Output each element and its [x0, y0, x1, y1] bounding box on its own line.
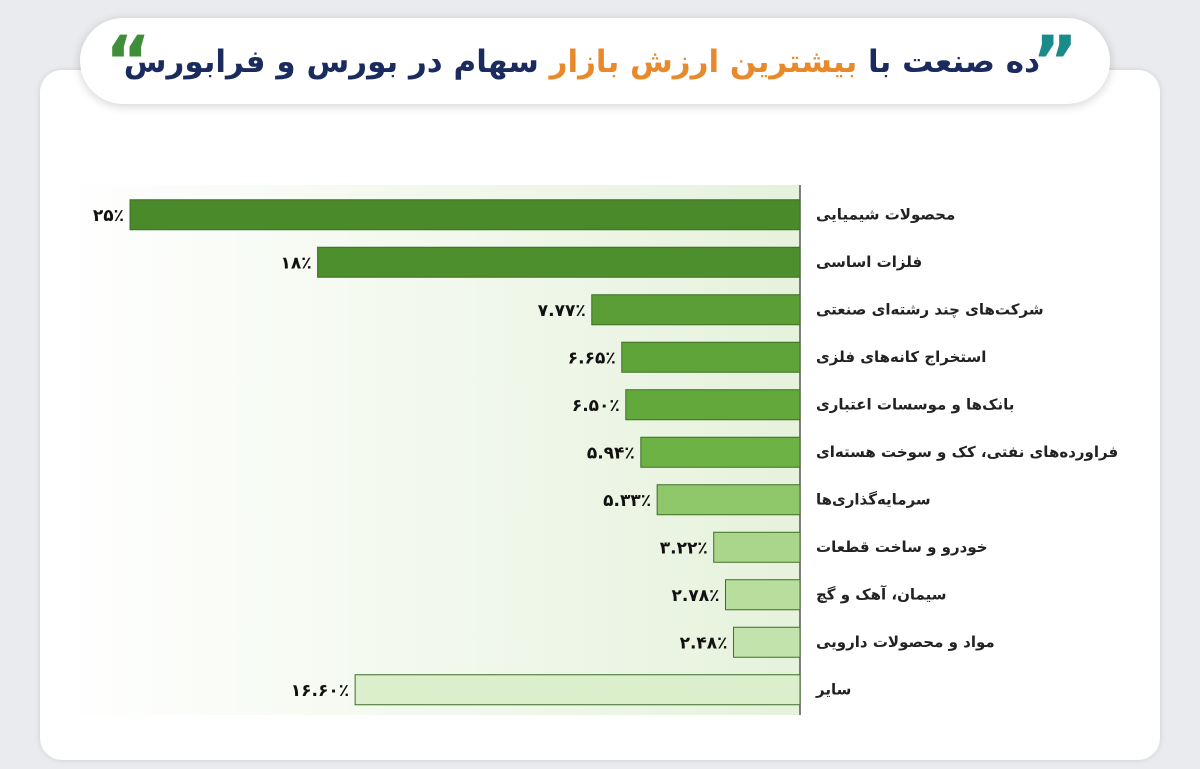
bar	[621, 341, 801, 373]
quote-icon: ”	[1032, 21, 1078, 103]
bar	[591, 294, 801, 326]
value-label: ۵.۹۴٪	[587, 443, 635, 463]
bar	[733, 626, 801, 658]
value-label: ۲۵٪	[93, 206, 124, 226]
category-label: سایر	[815, 680, 851, 698]
title-pill	[80, 18, 1110, 104]
value-label: ۵.۳۳٪	[603, 491, 651, 511]
category-label: شرکت‌های چند رشته‌ای صنعتی	[816, 300, 1044, 319]
category-label: سیمان، آهک و گچ	[816, 585, 947, 603]
value-label: ۲.۴۸٪	[680, 633, 728, 653]
category-label: فراورده‌های نفتی، کک و سوخت هسته‌ای	[816, 443, 1118, 461]
value-label: ۳.۲۲٪	[660, 538, 708, 558]
title-highlight: بیشترین ارزش بازار	[549, 44, 858, 80]
value-label: ۶.۵۰٪	[572, 396, 620, 416]
quote-icon: “	[105, 21, 151, 103]
chart-title: ده صنعت با بیشترین ارزش بازار سهام در بو…	[124, 44, 1040, 80]
title-part: ده صنعت با	[868, 44, 1040, 80]
category-label: فلزات اساسی	[816, 253, 922, 271]
category-label: بانک‌ها و موسسات اعتباری	[816, 395, 1014, 413]
category-label: خودرو و ساخت قطعات	[816, 538, 988, 556]
bar	[656, 484, 801, 516]
category-label: سرمایه‌گذاری‌ها	[816, 490, 931, 508]
title-part: سهام در بورس و فرابورس	[123, 44, 539, 80]
bar	[129, 199, 801, 231]
category-label: استخراج کانه‌های فلزی	[816, 348, 986, 366]
value-label: ۲.۷۸٪	[672, 586, 720, 606]
bar	[317, 246, 801, 278]
bar	[640, 436, 801, 468]
value-label: ۱۶.۶۰٪	[291, 681, 349, 701]
category-label: محصولات شیمیایی	[816, 205, 955, 223]
bar	[713, 531, 801, 563]
bar	[724, 579, 801, 611]
value-label: ۱۸٪	[280, 253, 311, 273]
value-label: ۷.۷۷٪	[538, 301, 586, 321]
category-label: مواد و محصولات دارویی	[816, 633, 995, 651]
bar	[354, 674, 801, 706]
bar	[625, 389, 801, 421]
value-label: ۶.۶۵٪	[568, 348, 616, 368]
